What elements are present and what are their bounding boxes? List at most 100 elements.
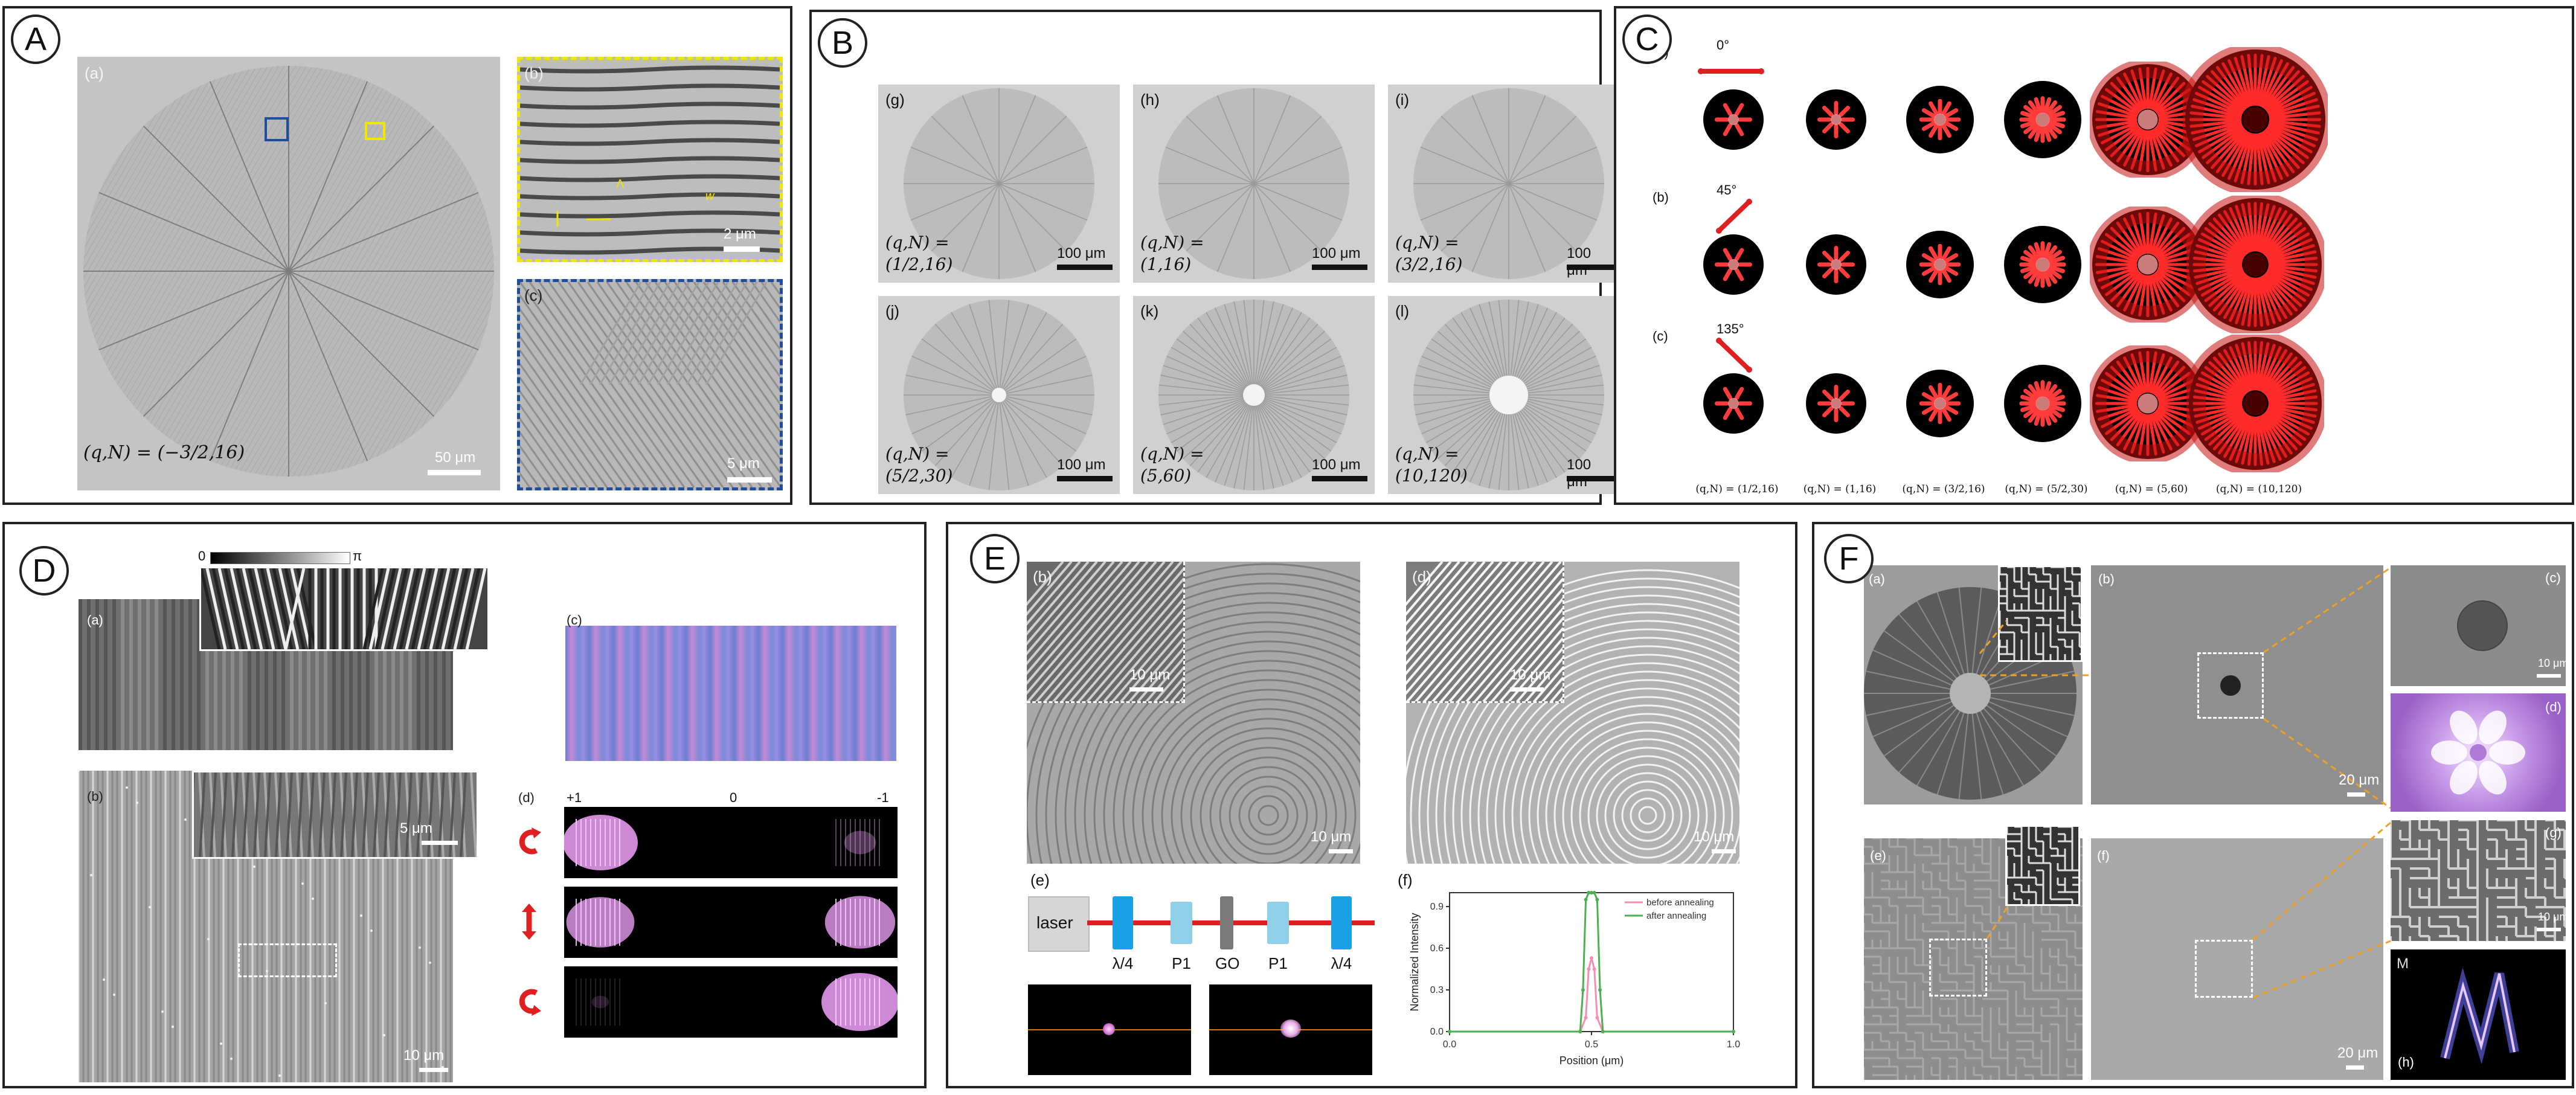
cell-scale-label: 100 μm bbox=[1057, 457, 1106, 473]
donut-beam-image bbox=[1703, 89, 1764, 150]
donut-beam-image bbox=[1703, 373, 1764, 434]
column-label: (q,N) = (10,120) bbox=[2215, 483, 2302, 495]
cell-scalebar bbox=[1057, 265, 1113, 270]
donut-beam-image bbox=[2004, 226, 2081, 303]
beam-spot-before bbox=[1103, 1023, 1115, 1035]
cell-scalebar bbox=[1057, 476, 1113, 481]
column-label: (q,N) = (1,16) bbox=[1803, 483, 1877, 495]
panel-f-image-h bbox=[2391, 949, 2566, 1080]
panel-f-scalebar-g bbox=[2537, 928, 2561, 931]
column-label: (q,N) = (5/2,30) bbox=[2005, 483, 2088, 495]
panel-f-sub-d: (d) bbox=[2545, 699, 2562, 714]
laser-label: laser bbox=[1036, 913, 1073, 932]
sample-disc bbox=[904, 88, 1094, 279]
panel-f-sub-h: (h) bbox=[2398, 1055, 2414, 1070]
panel-d-badge: D bbox=[19, 546, 69, 596]
panel-d-sub-a: (a) bbox=[87, 612, 103, 628]
maze-inset-a bbox=[2000, 567, 2081, 660]
optic-label: λ/4 bbox=[1112, 954, 1134, 972]
panel-f-image-c bbox=[2391, 565, 2566, 686]
panel-d-scalebar-b bbox=[419, 1068, 448, 1072]
panel-f-hole-b bbox=[2220, 675, 2241, 696]
cell-scale-label: 100 μm bbox=[1567, 457, 1592, 490]
sample-cell bbox=[1133, 296, 1375, 494]
optic-label: P1 bbox=[1172, 954, 1191, 972]
panel-d-roi-box bbox=[238, 943, 337, 977]
panel-f-hole-c bbox=[2457, 600, 2508, 651]
y-axis-label: Normalized Intensity bbox=[1408, 913, 1421, 1011]
optic-label: P1 bbox=[1268, 954, 1288, 972]
series-point bbox=[1587, 967, 1591, 971]
panel-f-scale-b: 20 μm bbox=[2339, 772, 2380, 788]
panel-a-sub-c: (c) bbox=[524, 286, 543, 304]
cell-sub-label: (l) bbox=[1395, 302, 1410, 320]
panel-f-sub-e: (e) bbox=[1870, 848, 1886, 863]
donut-beam-image bbox=[2004, 81, 2081, 158]
panel-d-order-minus: -1 bbox=[877, 790, 889, 805]
panel-f-badge: F bbox=[1824, 534, 1874, 583]
series-point bbox=[1584, 898, 1588, 902]
cell-sub-label: (k) bbox=[1140, 302, 1159, 320]
panel-e-inset-d-scalebar bbox=[1510, 687, 1544, 692]
cell-scalebar bbox=[1312, 476, 1367, 481]
panel-b: B (g) (q,N) = (1/2,16) 100 μm (h) (q,N) = (1… bbox=[809, 10, 1630, 505]
panel-c: C (a)0°(b)45°(c)135°(q,N) = (1/2,16)(q,N… bbox=[1614, 6, 2574, 505]
panel-e-sub-e: (e) bbox=[1030, 871, 1050, 889]
quarter-wave-plate-2 bbox=[1331, 896, 1352, 949]
panel-f-roi-f bbox=[2195, 940, 2253, 998]
donut-beam-image bbox=[1703, 234, 1764, 295]
radial-grating-disc bbox=[83, 66, 494, 477]
series-point bbox=[1587, 891, 1591, 894]
cell-sub-label: (h) bbox=[1140, 91, 1160, 109]
panel-f: F (a) (b) 20 μm (c) 10 μm (d) (e) (f) 2 bbox=[1812, 522, 2574, 1088]
panel-e-inset-b-scale: 10 μm bbox=[1129, 667, 1171, 683]
maze-pattern-g bbox=[2391, 820, 2566, 941]
beam-spot-after bbox=[1280, 1020, 1301, 1038]
y-tick-label: 0.9 bbox=[1430, 902, 1444, 912]
polarization-angle: 45° bbox=[1717, 182, 1737, 197]
sample-cell bbox=[878, 296, 1120, 494]
spiral-grating-b bbox=[1027, 563, 1360, 864]
stripe-pattern-c bbox=[520, 282, 780, 487]
polarizer-1 bbox=[1171, 902, 1192, 944]
panel-f-inset-a bbox=[1998, 565, 2083, 662]
cell-scale-label: 100 μm bbox=[1312, 245, 1361, 262]
diffraction-orders bbox=[564, 815, 880, 870]
circular-polarization-icon bbox=[519, 827, 541, 855]
series-point bbox=[1595, 898, 1599, 902]
panel-f-scale-c: 10 μm bbox=[2538, 657, 2569, 669]
panel-e-inset-b bbox=[1027, 562, 1185, 703]
cell-sub-label: (i) bbox=[1395, 91, 1410, 109]
zoom-inset-d bbox=[1406, 562, 1563, 701]
beam-profile-before bbox=[1028, 984, 1191, 1075]
cell-scalebar bbox=[1567, 265, 1622, 270]
panel-b-badge: B bbox=[818, 18, 867, 68]
go-sample bbox=[1220, 896, 1233, 949]
panel-d-scale-b: 10 μm bbox=[403, 1047, 445, 1064]
panel-d-colorbar bbox=[210, 552, 350, 564]
panel-f-image-g bbox=[2391, 820, 2566, 941]
panel-e-sub-b: (b) bbox=[1033, 568, 1052, 586]
panel-e-scale-d: 10 μm bbox=[1694, 829, 1735, 845]
cell-q-label: (q,N) = (5,60) bbox=[1140, 444, 1204, 486]
panel-f-sub-b: (b) bbox=[2098, 571, 2115, 586]
donut-beam-image bbox=[2090, 207, 2206, 323]
panel-a-main-image bbox=[77, 57, 500, 490]
panel-f-roi-e bbox=[1929, 939, 1987, 997]
sample-disc bbox=[1413, 88, 1604, 279]
cell-q-label: (q,N) = (3/2,16) bbox=[1395, 233, 1463, 274]
panel-f-inset-e bbox=[2005, 825, 2080, 906]
cell-q-label: (q,N) = (1/2,16) bbox=[885, 233, 953, 274]
intensity-chart: 0.0 0.5 1.0 0.0 0.3 0.6 0.9 Position (μm) Normal… bbox=[1408, 891, 1740, 1067]
row-sub-label: (c) bbox=[1653, 329, 1668, 344]
zoom-inset-b bbox=[1027, 562, 1183, 701]
panel-d-order-zero: 0 bbox=[730, 790, 737, 805]
panel-d-inset-scale: 5 μm bbox=[400, 820, 432, 837]
panel-e-scale-b: 10 μm bbox=[1311, 829, 1352, 845]
donut-beam-image bbox=[2183, 47, 2328, 192]
diffraction-orders bbox=[576, 973, 898, 1031]
panel-a-q-label: (q,N) = (−3/2,16) bbox=[83, 442, 245, 463]
series-point bbox=[1584, 1016, 1588, 1020]
beam-profile-after bbox=[1209, 984, 1372, 1075]
panel-a: A (a) (q,N) = (−3/2,16) 50 μm (b) Λ w 2 … bbox=[2, 6, 792, 505]
